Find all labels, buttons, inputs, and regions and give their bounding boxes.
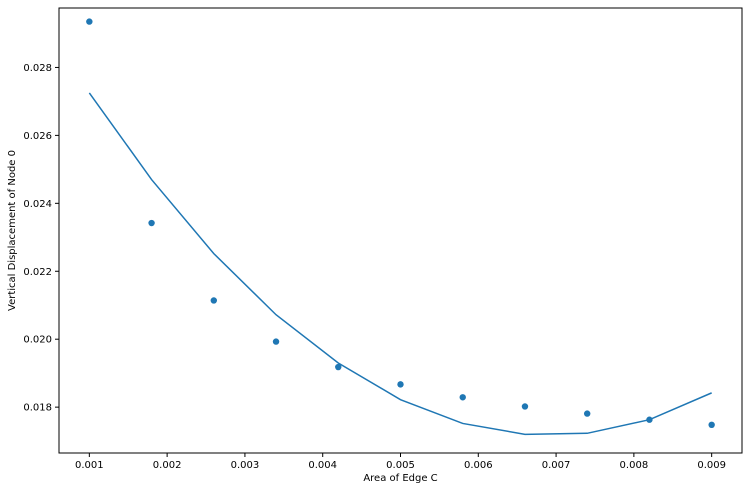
fitted-line: [88, 92, 712, 436]
x-tick-label: 0.003: [231, 460, 260, 471]
data-point: [521, 403, 529, 410]
x-tick-label: 0.007: [542, 460, 571, 471]
data-point: [708, 421, 715, 429]
data-point: [210, 297, 218, 304]
data-point: [583, 410, 591, 417]
x-tick-label: 0.005: [386, 460, 415, 471]
y-axis-label: Vertical Displacement of Node 0: [7, 150, 18, 311]
y-tick-label: 0.020: [23, 335, 52, 346]
y-tick-label: 0.022: [23, 267, 52, 278]
data-point: [646, 416, 653, 423]
data-point: [397, 381, 404, 388]
y-tick-label: 0.018: [23, 403, 52, 414]
y-axis-ticks: 0.018 0.020 0.022 0.024 0.026 0.028: [23, 63, 59, 414]
x-tick-label: 0.001: [75, 460, 104, 471]
x-tick-label: 0.009: [697, 460, 726, 471]
plot-area: [58, 7, 743, 454]
fitted-curve: [88, 92, 712, 436]
data-point: [459, 394, 466, 401]
x-tick-label: 0.006: [464, 460, 493, 471]
y-tick-label: 0.026: [23, 131, 52, 142]
y-tick-label: 0.024: [23, 199, 52, 210]
x-axis-ticks: 0.001 0.002 0.003 0.004 0.005 0.006 0.007 0.008…: [75, 453, 726, 471]
x-tick-label: 0.004: [308, 460, 337, 471]
data-points: [86, 18, 715, 429]
x-tick-label: 0.008: [620, 460, 649, 471]
y-tick-label: 0.028: [23, 63, 52, 74]
data-point: [86, 18, 93, 25]
data-point: [148, 219, 155, 227]
x-axis-label: Area of Edge C: [363, 473, 437, 484]
data-point: [335, 363, 342, 371]
data-point: [272, 338, 280, 345]
x-tick-label: 0.002: [153, 460, 182, 471]
